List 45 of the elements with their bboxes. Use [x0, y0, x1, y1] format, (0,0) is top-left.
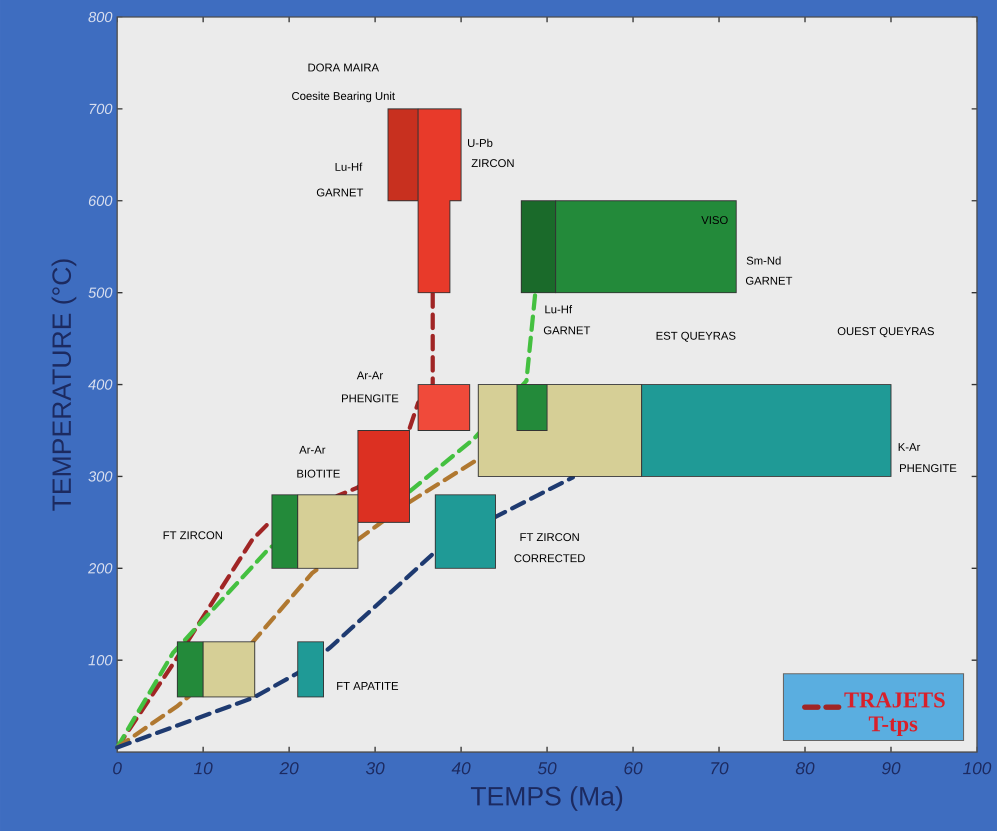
annotation: Lu-Hf — [336, 162, 362, 171]
x-tick-label: 90 — [882, 762, 900, 774]
annotation: DORA MAIRA — [308, 64, 380, 72]
annotation: GARNET — [544, 326, 590, 334]
annotation: BIOTITE — [297, 470, 340, 478]
annotation: Sm-Nd — [746, 256, 781, 265]
x-tick-label: 40 — [452, 762, 471, 774]
x-tick-label: 10 — [194, 762, 213, 774]
annotation: OUEST QUEYRAS — [838, 327, 934, 338]
x-tick-label: 50 — [538, 762, 557, 774]
annotation: PHENGITE — [900, 464, 956, 472]
y-tick-label: 400 — [88, 379, 112, 390]
annotation: PHENGITE — [342, 394, 398, 402]
x-tick-label: 60 — [624, 762, 643, 774]
annotation: GARNET — [746, 276, 792, 285]
annotation: Ar-Ar — [299, 446, 326, 454]
annotation: VISO — [701, 216, 728, 224]
x-tick-label: 20 — [279, 762, 299, 774]
x-tick-label: 100 — [963, 762, 992, 774]
x-tick-label: 80 — [796, 762, 814, 774]
y-tick-label: 700 — [90, 104, 112, 114]
legend-label: TRAJETS T-tps — [844, 692, 945, 736]
y-tick-label: 100 — [88, 655, 112, 666]
annotation: K-Ar — [898, 443, 920, 451]
y-tick-label: 200 — [88, 563, 112, 574]
y-tick-label: 800 — [88, 12, 112, 22]
y-axis-title: TEMPERATURE (°C) — [52, 259, 76, 511]
annotation: FT ZIRCON — [164, 531, 222, 540]
annotation: CORRECTED — [514, 554, 585, 562]
y-tick-label: 300 — [88, 471, 112, 482]
annotation: GARNET — [316, 188, 364, 196]
x-tick-label: 30 — [366, 762, 385, 774]
annotation: FT ZIRCON — [520, 533, 579, 542]
x-axis-title: TEMPS (Ma) — [470, 786, 622, 811]
annotation: Coesite Bearing Unit — [292, 92, 395, 102]
annotation: U-Pb — [468, 138, 492, 147]
annotation: ZIRCON — [472, 159, 514, 168]
annotation: EST QUEYRAS — [656, 332, 736, 342]
x-tick-label: 70 — [711, 762, 728, 774]
y-tick-label: 500 — [88, 287, 112, 298]
annotation: Ar-Ar — [356, 371, 383, 380]
annotation: Lu-Hf — [545, 305, 572, 314]
y-tick-label: 600 — [88, 196, 112, 206]
x-tick-label: 0 — [113, 762, 122, 774]
annotation: FT APATITE — [337, 682, 398, 690]
